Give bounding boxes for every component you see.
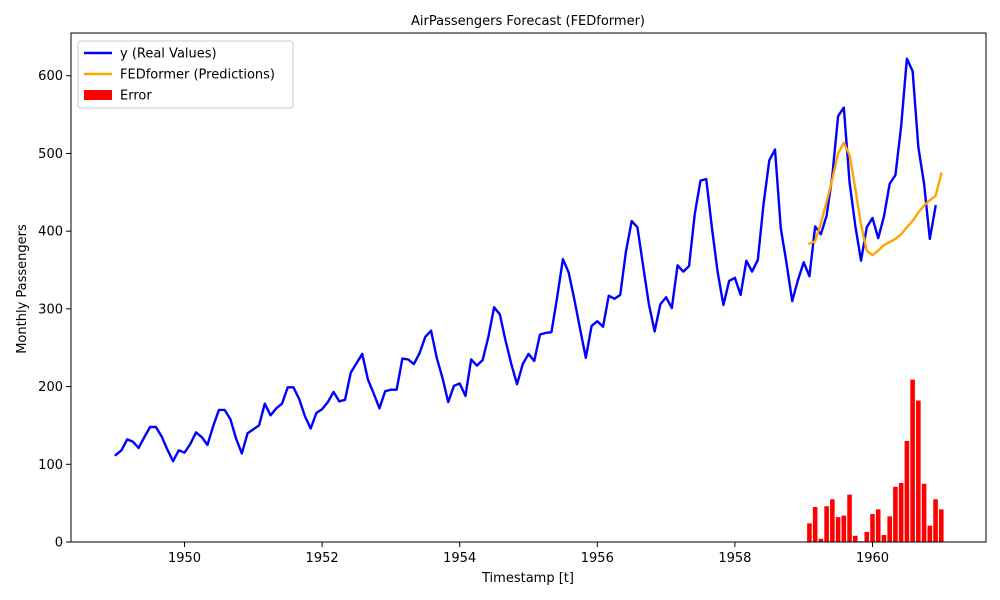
error-bar bbox=[864, 531, 870, 542]
error-bar bbox=[870, 514, 875, 542]
y-tick-label: 0 bbox=[55, 536, 63, 551]
x-tick-label: 1950 bbox=[168, 551, 201, 566]
error-bar bbox=[893, 486, 898, 542]
y-tick-label: 100 bbox=[38, 458, 63, 473]
error-bar bbox=[938, 509, 944, 542]
x-axis-title: Timestamp [t] bbox=[481, 571, 574, 586]
error-bar bbox=[830, 499, 835, 542]
y-tick-label: 300 bbox=[38, 302, 63, 317]
error-bar bbox=[933, 499, 938, 542]
error-bar bbox=[841, 515, 847, 542]
y-tick-label: 200 bbox=[38, 380, 63, 395]
x-tick-label: 1958 bbox=[718, 551, 751, 566]
error-bar bbox=[852, 535, 858, 542]
predictions-line bbox=[807, 141, 943, 257]
error-bar bbox=[898, 482, 904, 542]
x-tick-label: 1956 bbox=[581, 551, 614, 566]
real-values-line bbox=[114, 57, 937, 463]
error-bar bbox=[807, 523, 812, 542]
axes: 1950 1952 1954 1956 1958 1960 0 100 200 300 400 500… bbox=[38, 32, 987, 566]
axes-frame bbox=[70, 32, 987, 543]
plot-area bbox=[114, 57, 944, 542]
error-bar bbox=[824, 506, 829, 542]
error-bar bbox=[847, 494, 852, 542]
chart-title: AirPassengers Forecast (FEDformer) bbox=[411, 14, 645, 29]
y-tick-label: 400 bbox=[38, 225, 63, 240]
legend-label: Error bbox=[120, 89, 152, 104]
error-bar bbox=[875, 509, 881, 542]
error-bar bbox=[910, 379, 915, 542]
legend-label: y (Real Values) bbox=[120, 47, 217, 62]
error-bar bbox=[881, 535, 887, 542]
x-tick-label: 1954 bbox=[443, 551, 476, 566]
legend-label: FEDformer (Predictions) bbox=[120, 68, 275, 83]
error-bar bbox=[887, 516, 892, 542]
error-bar bbox=[904, 440, 910, 542]
x-tick-label: 1960 bbox=[856, 551, 889, 566]
error-bar bbox=[916, 400, 921, 542]
legend-swatch-bar bbox=[84, 90, 112, 100]
error-bar bbox=[927, 525, 933, 542]
error-bar bbox=[818, 538, 824, 542]
legend: y (Real Values) FEDformer (Predictions) Er… bbox=[77, 40, 294, 109]
error-bar bbox=[921, 483, 927, 542]
x-tick-label: 1952 bbox=[306, 551, 339, 566]
error-bar bbox=[835, 517, 841, 542]
y-tick-label: 600 bbox=[38, 69, 63, 84]
error-bar bbox=[812, 507, 818, 542]
legend-box bbox=[77, 40, 294, 109]
y-axis-title: Monthly Passengers bbox=[15, 224, 30, 354]
y-tick-label: 500 bbox=[38, 147, 63, 162]
